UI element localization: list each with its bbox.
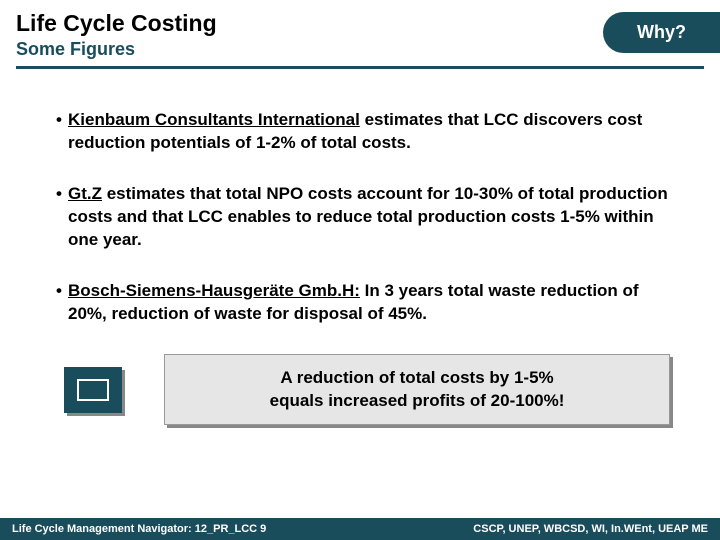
callout-row: A reduction of total costs by 1-5% equal… [50,354,670,426]
bullet-text: estimates that total NPO costs account f… [68,184,668,249]
bullet-source: Gt.Z [68,184,102,203]
callout-line: equals increased profits of 20-100%! [185,390,649,413]
bullet-item: •Bosch-Siemens-Hausgeräte Gmb.H: In 3 ye… [50,280,670,326]
slide-header: Life Cycle Costing Some Figures Why? [0,0,720,75]
arrow-icon [64,367,122,413]
bullet-dot: • [56,280,68,303]
bullet-source: Bosch-Siemens-Hausgeräte Gmb.H: [68,281,360,300]
bullet-dot: • [56,109,68,132]
slide-footer: Life Cycle Management Navigator: 12_PR_L… [0,518,720,540]
bullet-source: Kienbaum Consultants International [68,110,360,129]
callout-box: A reduction of total costs by 1-5% equal… [164,354,670,426]
callout-line: A reduction of total costs by 1-5% [185,367,649,390]
bullet-item: •Gt.Z estimates that total NPO costs acc… [50,183,670,252]
why-badge: Why? [603,12,720,53]
slide-subtitle: Some Figures [16,39,704,60]
footer-left: Life Cycle Management Navigator: 12_PR_L… [12,523,266,535]
bullet-dot: • [56,183,68,206]
slide-title: Life Cycle Costing [16,10,704,37]
slide-content: •Kienbaum Consultants International esti… [0,75,720,435]
bullet-item: •Kienbaum Consultants International esti… [50,109,670,155]
footer-right: CSCP, UNEP, WBCSD, WI, In.WEnt, UEAP ME [473,523,708,535]
header-divider [16,66,704,69]
